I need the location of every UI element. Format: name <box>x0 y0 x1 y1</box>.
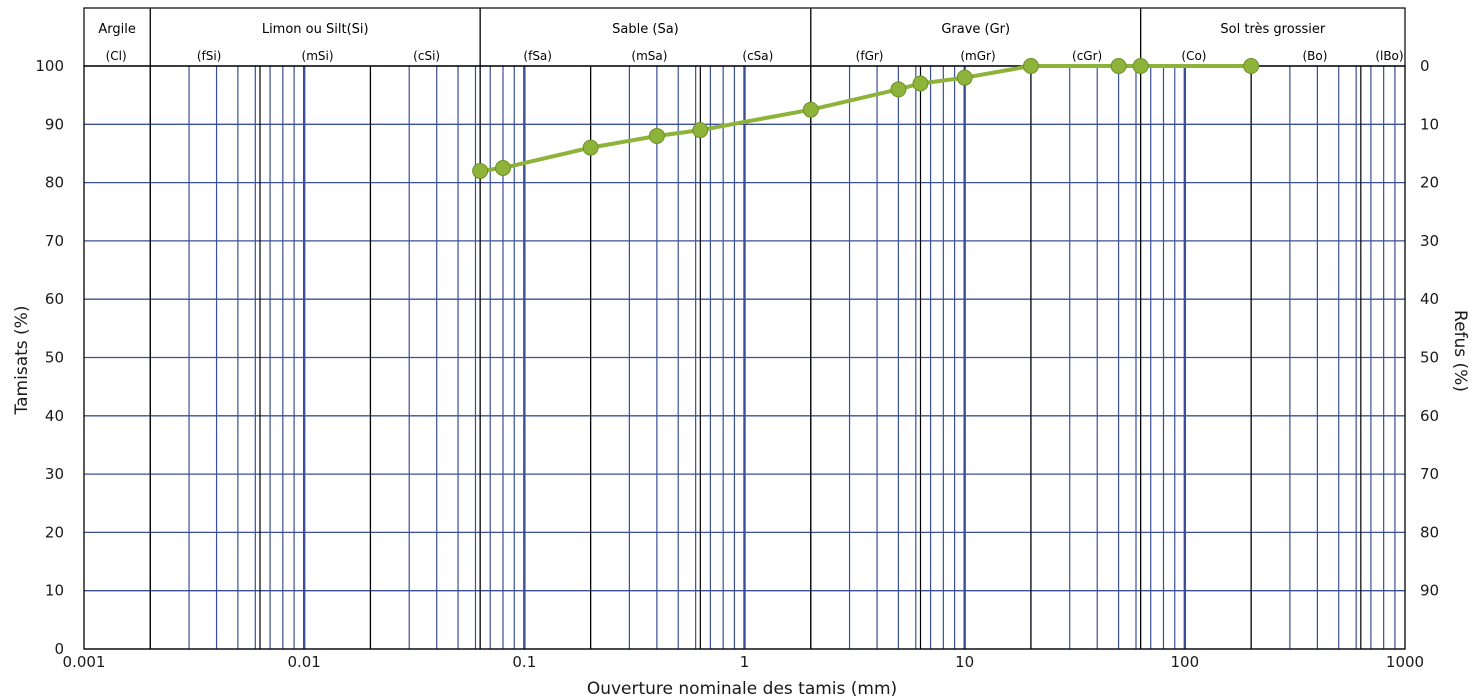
data-point <box>692 122 709 139</box>
data-point <box>1110 58 1127 74</box>
subclass-label: (mSi) <box>302 49 334 63</box>
subclass-label: (cSi) <box>413 49 440 63</box>
data-point <box>802 101 819 118</box>
y2-tick-label: 70 <box>1420 465 1439 483</box>
y2-tick-label: 0 <box>1420 57 1430 75</box>
x-tick-label: 1 <box>740 653 750 671</box>
class-label: Grave (Gr) <box>941 22 1010 37</box>
class-label: Limon ou Silt(Si) <box>262 22 369 37</box>
data-point <box>1243 58 1260 74</box>
y-tick-label: 40 <box>45 407 64 425</box>
plot-frame <box>83 65 1406 650</box>
y-tick-label: 20 <box>45 523 64 541</box>
data-point <box>582 139 599 156</box>
class-label: Sol très grossier <box>1220 22 1325 37</box>
y2-tick-label: 30 <box>1420 232 1439 250</box>
y-tick-label: 30 <box>45 465 64 483</box>
subclass-label: (mSa) <box>631 49 667 63</box>
data-point <box>912 75 929 92</box>
subclass-label: (cSa) <box>742 49 773 63</box>
subclass-label: (lBo) <box>1375 49 1403 63</box>
class-label: Sable (Sa) <box>612 22 679 37</box>
data-point <box>956 69 973 86</box>
y-tick-label: 10 <box>45 582 64 600</box>
subclass-label: (mGr) <box>960 49 995 63</box>
y2-tick-label: 40 <box>1420 290 1439 308</box>
data-point <box>1132 58 1149 74</box>
x-tick-label: 10 <box>955 653 974 671</box>
y-tick-label: 100 <box>35 57 64 75</box>
y-tick-label: 90 <box>45 115 64 133</box>
x-tick-label: 100 <box>1171 653 1200 671</box>
y2-tick-label: 20 <box>1420 174 1439 192</box>
data-point <box>1022 58 1039 74</box>
x-tick-label: 0.1 <box>512 653 536 671</box>
y2-tick-label: 50 <box>1420 349 1439 367</box>
subclass-label: (Bo) <box>1302 49 1327 63</box>
data-point <box>890 81 907 98</box>
y-axis-title: Tamisats (%) <box>12 306 32 416</box>
x-tick-label: 0.01 <box>287 653 320 671</box>
y-tick-label: 50 <box>45 349 64 367</box>
y-tick-label: 70 <box>45 232 64 250</box>
y2-tick-label: 80 <box>1420 523 1439 541</box>
subclass-label: (Cl) <box>106 49 127 63</box>
y2-tick-label: 90 <box>1420 582 1439 600</box>
subclass-label: (fSa) <box>523 49 552 63</box>
y-tick-label: 80 <box>45 174 64 192</box>
subclass-label: (fGr) <box>856 49 884 63</box>
y2-axis-title: Refus (%) <box>1450 310 1470 392</box>
class-label: Argile <box>98 22 135 37</box>
x-tick-label: 1000 <box>1386 653 1424 671</box>
subclass-label: (fSi) <box>197 49 222 63</box>
y-tick-label: 60 <box>45 290 64 308</box>
data-point <box>648 127 665 144</box>
y2-tick-label: 60 <box>1420 407 1439 425</box>
x-tick-label: 0.001 <box>63 653 106 671</box>
x-axis-title: Ouverture nominale des tamis (mm) <box>587 679 897 699</box>
data-point <box>472 162 489 179</box>
subclass-label: (Co) <box>1181 49 1206 63</box>
y2-tick-label: 10 <box>1420 115 1439 133</box>
y-tick-label: 0 <box>54 640 64 658</box>
data-point <box>494 160 511 177</box>
subclass-label: (cGr) <box>1072 49 1102 63</box>
